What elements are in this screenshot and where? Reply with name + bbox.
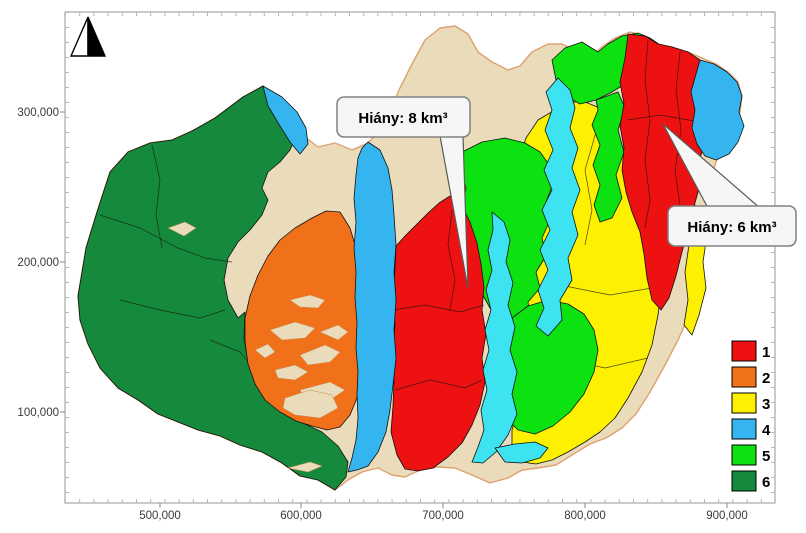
major-ticks bbox=[60, 111, 728, 508]
subbasin-border bbox=[392, 304, 485, 313]
legend-swatch-1 bbox=[731, 340, 757, 362]
callout-label: Hiány: 6 km³ bbox=[687, 219, 776, 236]
map-region-class6-west bbox=[77, 85, 349, 491]
river-corridor-south bbox=[494, 441, 549, 464]
river-corridor-danube bbox=[347, 141, 397, 473]
river-corridor-upper-tisza bbox=[535, 77, 581, 337]
legend-label-2: 2 bbox=[762, 370, 770, 387]
x-tick-label: 600,000 bbox=[280, 510, 322, 522]
callout-label: Hiány: 8 km³ bbox=[358, 110, 447, 127]
subbasin-border bbox=[99, 214, 233, 263]
subbasin-border bbox=[151, 144, 163, 249]
subbasin-border bbox=[584, 131, 597, 246]
subbasin-border bbox=[644, 39, 651, 229]
legend-swatch-3 bbox=[731, 392, 757, 414]
legend-label-4: 4 bbox=[762, 422, 771, 439]
legend-swatch-4 bbox=[731, 418, 757, 440]
legend-swatch-5 bbox=[731, 444, 757, 466]
legend-label-6: 6 bbox=[762, 474, 770, 491]
x-tick-label: 900,000 bbox=[706, 510, 748, 522]
legend-swatch-2 bbox=[731, 366, 757, 388]
subbasin-border bbox=[447, 209, 456, 311]
subbasin-border bbox=[119, 299, 226, 319]
terrain-patch bbox=[287, 461, 323, 473]
x-tick-label: 700,000 bbox=[422, 510, 464, 522]
map-region-class4-northwest bbox=[262, 85, 309, 155]
river-corridor-tisza bbox=[471, 211, 518, 464]
legend-label-1: 1 bbox=[762, 344, 770, 361]
callout-deficit-6: Hiány: 6 km³ bbox=[662, 123, 797, 247]
subbasin-border bbox=[627, 114, 701, 123]
terrain-patch bbox=[167, 221, 197, 237]
y-tick-label: 100,000 bbox=[17, 407, 59, 419]
x-tick-label: 800,000 bbox=[564, 510, 606, 522]
y-tick-label: 300,000 bbox=[17, 107, 59, 119]
y-tick-label: 200,000 bbox=[17, 257, 59, 269]
callout-deficit-8: Hiány: 8 km³ bbox=[336, 96, 471, 289]
x-tick-label: 500,000 bbox=[139, 510, 181, 522]
legend-label-5: 5 bbox=[762, 448, 770, 465]
terrain-patches-hills bbox=[254, 294, 349, 419]
legend: 1 2 3 4 5 6 bbox=[731, 340, 771, 492]
legend-label-3: 3 bbox=[762, 396, 770, 413]
legend-swatch-6 bbox=[731, 470, 757, 492]
callout-box bbox=[667, 205, 797, 247]
map-region-class4-northeast bbox=[690, 59, 745, 161]
north-arrow-icon bbox=[69, 16, 107, 57]
callout-box bbox=[336, 96, 471, 138]
subbasin-border bbox=[394, 379, 483, 391]
